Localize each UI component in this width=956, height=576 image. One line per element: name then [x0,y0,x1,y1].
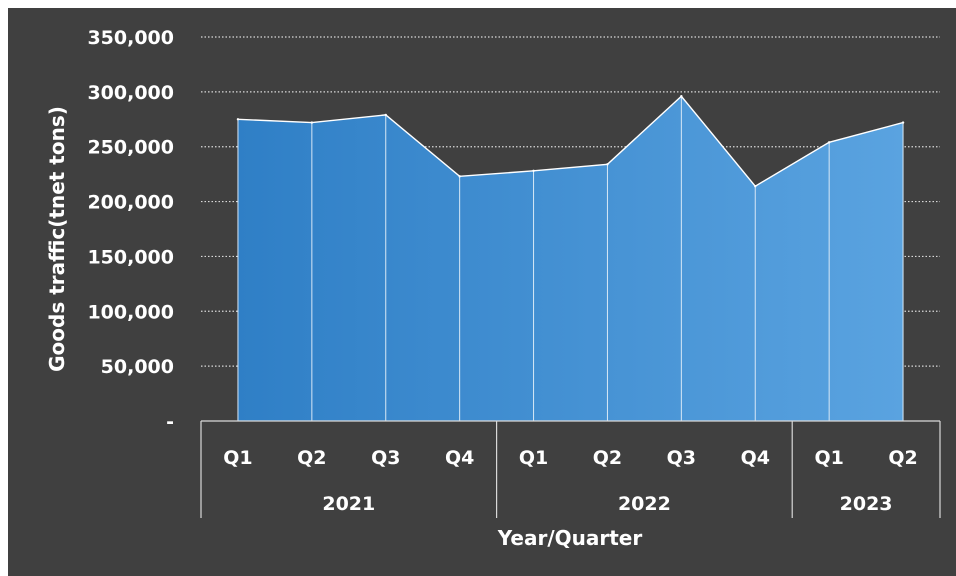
y-tick-label: 50,000 [101,356,174,378]
x-axis-frame [200,420,941,518]
data-point [901,121,905,124]
x-tick-label: Q1 [519,447,548,469]
data-point [754,185,757,188]
y-tick-label: 250,000 [87,137,174,159]
x-tick-label: Q3 [371,447,400,469]
data-point [606,163,609,166]
x-tick-label: Q1 [223,447,252,469]
x-tick-label: Q4 [741,447,770,469]
x-group-label: 2023 [840,493,893,515]
data-point [458,175,461,178]
y-axis-ticks: - 50,000 100,000 150,000 200,000 250,000 300,0… [87,27,174,433]
data-point [384,113,387,117]
x-group-label: 2022 [618,493,671,515]
y-axis-title: Goods traffic(tnet tons) [45,106,69,372]
y-tick-label: 200,000 [87,192,174,214]
x-axis-ticks: Q1 Q2 Q3 Q4 2021 Q1 Q2 Q3 Q4 2022 Q1 Q2 2023 [223,447,917,515]
area-fill [237,96,904,421]
data-point [532,169,535,173]
data-point [236,118,240,121]
x-tick-label: Q2 [297,447,326,469]
x-tick-label: Q4 [445,447,474,469]
y-tick-label: 350,000 [87,27,174,49]
series-line [237,95,904,188]
data-point [310,121,314,124]
x-axis-title: Year/Quarter [497,526,643,550]
y-tick-label: 150,000 [87,246,174,268]
x-tick-label: Q1 [814,447,843,469]
x-tick-label: Q3 [667,447,696,469]
chart-area: - 50,000 100,000 150,000 200,000 250,000 300,0… [8,8,956,576]
y-tick-label: 100,000 [87,301,174,323]
x-tick-label: Q2 [593,447,622,469]
x-tick-label: Q2 [888,447,917,469]
y-tick-label: - [166,411,174,433]
data-point [680,95,683,98]
data-point [827,141,831,144]
series-area [236,95,905,421]
x-group-label: 2021 [322,493,375,515]
y-tick-label: 300,000 [87,82,174,104]
area-chart: - 50,000 100,000 150,000 200,000 250,000 300,0… [45,27,941,550]
